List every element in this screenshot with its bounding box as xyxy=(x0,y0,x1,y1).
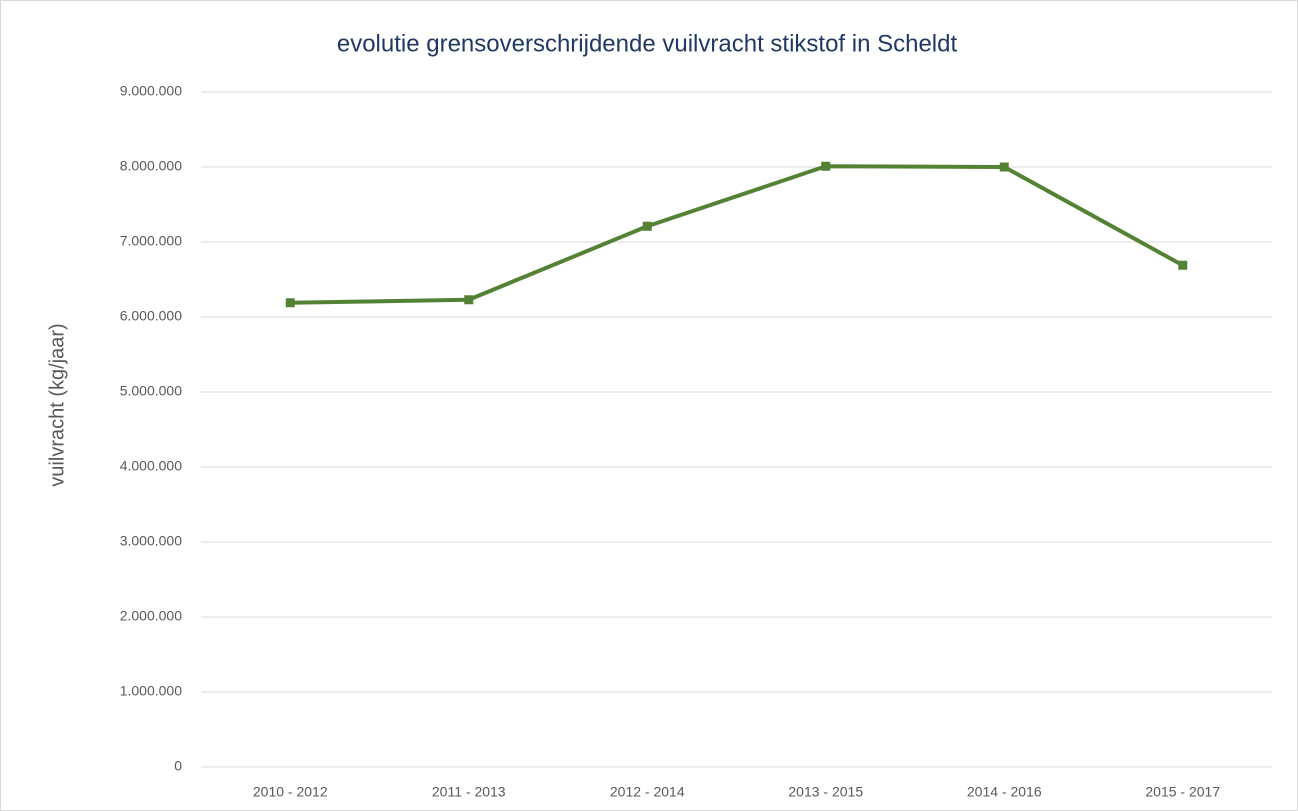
x-tick-label: 2013 - 2015 xyxy=(788,784,863,800)
y-tick-label: 1.000.000 xyxy=(120,683,182,699)
marker xyxy=(285,298,295,308)
marker xyxy=(821,161,831,171)
marker xyxy=(999,162,1009,172)
marker xyxy=(464,295,474,305)
x-tick-label: 2012 - 2014 xyxy=(610,784,685,800)
y-tick-label: 5.000.000 xyxy=(120,383,182,399)
x-tick-label: 2015 - 2017 xyxy=(1145,784,1220,800)
line xyxy=(290,164,1184,305)
y-tick-label: 8.000.000 xyxy=(120,158,182,174)
y-tick-label: 9.000.000 xyxy=(120,83,182,99)
x-tick-label: 2011 - 2013 xyxy=(432,784,506,800)
y-tick-label: 3.000.000 xyxy=(120,533,182,549)
marker xyxy=(642,221,652,231)
chart-title: evolutie grensoverschrijdende vuilvracht… xyxy=(337,30,958,57)
y-tick-label: 4.000.000 xyxy=(120,458,182,474)
y-tick-label: 2.000.000 xyxy=(120,608,182,624)
y-axis-label: vuilvracht (kg/jaar) xyxy=(46,323,68,486)
marker xyxy=(1178,260,1188,270)
x-tick-label: 2010 - 2012 xyxy=(253,784,328,800)
x-tick-label: 2014 - 2016 xyxy=(967,784,1042,800)
y-tick-label: 0 xyxy=(174,758,182,774)
y-tick-label: 7.000.000 xyxy=(120,233,182,249)
y-tick-label: 6.000.000 xyxy=(120,308,182,324)
